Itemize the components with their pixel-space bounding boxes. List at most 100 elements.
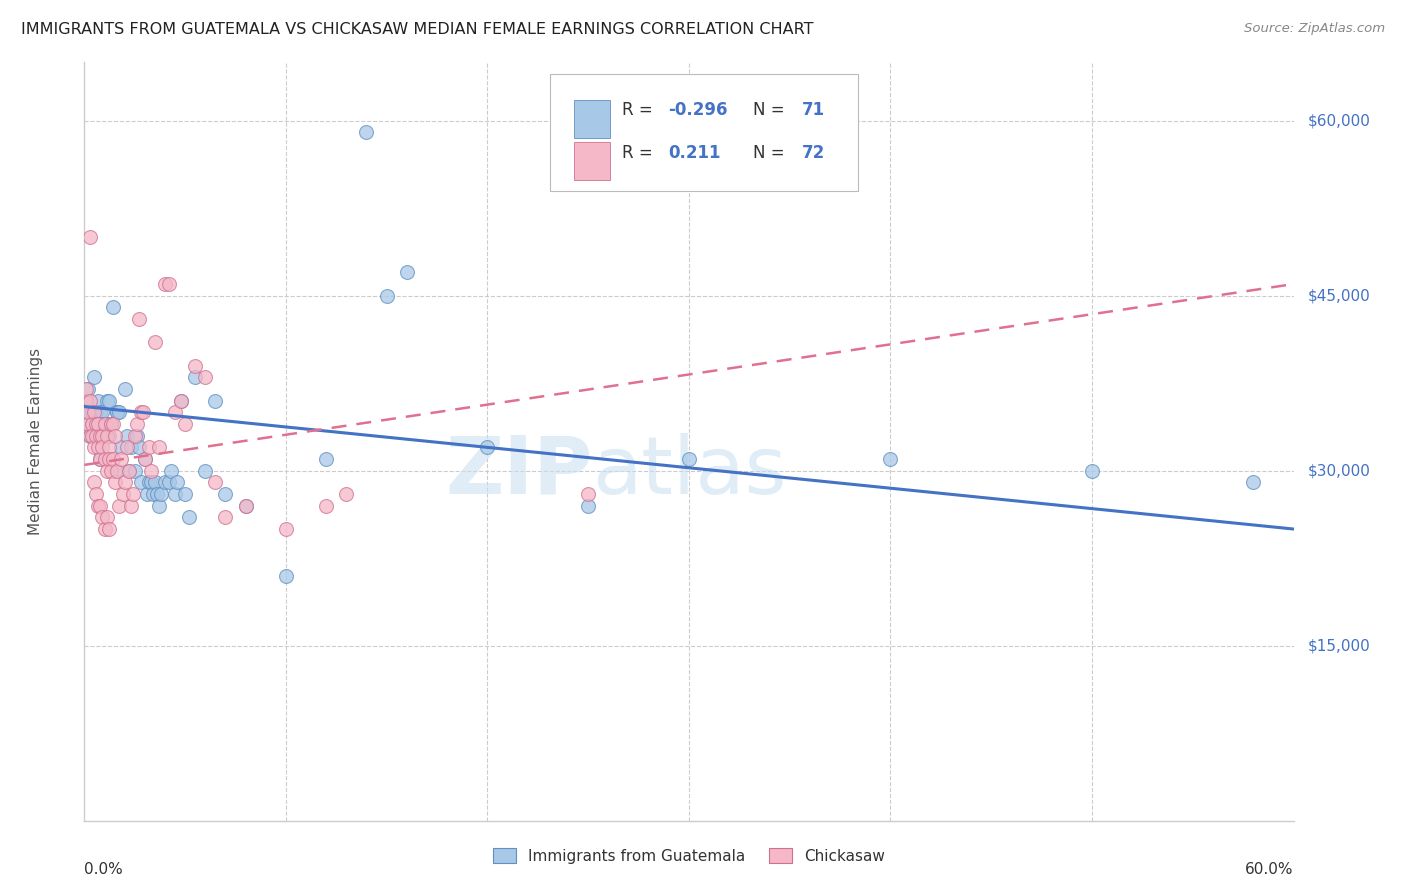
Point [142, 487, 165, 501]
Point [83, 405, 105, 419]
Point [79, 428, 101, 442]
Point [170, 393, 193, 408]
Point [576, 487, 599, 501]
Point [135, 487, 157, 501]
Text: Median Female Earnings: Median Female Earnings [28, 348, 44, 535]
Point [118, 464, 141, 478]
Point [83, 475, 105, 490]
Point [87, 428, 110, 442]
Text: N =: N = [754, 145, 790, 162]
Point [143, 335, 166, 350]
Point [110, 452, 132, 467]
Point [157, 475, 180, 490]
Point [184, 370, 207, 384]
Point [879, 452, 901, 467]
Point [82, 417, 104, 431]
Point [174, 417, 197, 431]
Point [75, 382, 97, 396]
Text: $60,000: $60,000 [1308, 113, 1371, 128]
Point [91, 417, 114, 431]
Point [129, 405, 152, 419]
Point [83, 441, 105, 455]
Point [124, 464, 146, 478]
Point [96, 428, 118, 442]
Point [134, 452, 156, 467]
Point [174, 487, 197, 501]
Point [97, 452, 120, 467]
Point [477, 441, 499, 455]
Point [89, 428, 111, 442]
Point [1241, 475, 1264, 490]
Point [82, 428, 104, 442]
Point [82, 405, 104, 419]
Point [86, 428, 108, 442]
Point [93, 452, 115, 467]
Point [214, 510, 236, 524]
Text: 71: 71 [801, 101, 824, 120]
Text: 72: 72 [801, 145, 825, 162]
Point [107, 499, 129, 513]
Point [97, 393, 120, 408]
Point [75, 393, 97, 408]
Point [96, 417, 118, 431]
Point [86, 405, 108, 419]
Point [143, 475, 166, 490]
Point [86, 487, 108, 501]
Point [114, 382, 136, 396]
Point [110, 441, 132, 455]
Point [105, 405, 128, 419]
Point [194, 370, 217, 384]
Point [184, 359, 207, 373]
Point [87, 499, 110, 513]
Point [157, 277, 180, 291]
Point [138, 441, 160, 455]
Point [107, 405, 129, 419]
Point [91, 405, 114, 419]
Point [89, 452, 111, 467]
Point [115, 441, 138, 455]
Point [153, 475, 176, 490]
Point [87, 417, 110, 431]
Point [1081, 464, 1104, 478]
Point [121, 487, 143, 501]
Point [101, 301, 124, 315]
Point [148, 499, 170, 513]
Text: 60.0%: 60.0% [1246, 863, 1294, 878]
Point [120, 499, 142, 513]
Point [125, 428, 148, 442]
Point [96, 510, 118, 524]
Point [194, 464, 217, 478]
Point [115, 428, 138, 442]
Point [124, 428, 146, 442]
Point [315, 499, 337, 513]
FancyBboxPatch shape [550, 74, 858, 191]
Point [79, 230, 101, 244]
Point [128, 441, 150, 455]
Point [165, 487, 187, 501]
Point [105, 405, 128, 419]
Point [91, 428, 114, 442]
Point [87, 441, 110, 455]
Point [91, 441, 114, 455]
Point [139, 475, 162, 490]
Text: IMMIGRANTS FROM GUATEMALA VS CHICKASAW MEDIAN FEMALE EARNINGS CORRELATION CHART: IMMIGRANTS FROM GUATEMALA VS CHICKASAW M… [21, 22, 814, 37]
Text: 0.0%: 0.0% [84, 863, 124, 878]
Point [83, 428, 105, 442]
Point [125, 417, 148, 431]
Point [214, 487, 236, 501]
Point [77, 417, 100, 431]
Point [114, 475, 136, 490]
Point [204, 475, 226, 490]
Point [105, 464, 128, 478]
Point [170, 393, 193, 408]
Text: -0.296: -0.296 [668, 101, 728, 120]
Point [96, 393, 118, 408]
Point [100, 464, 122, 478]
Point [375, 289, 398, 303]
Point [93, 417, 115, 431]
Point [148, 441, 170, 455]
Legend: Immigrants from Guatemala, Chickasaw: Immigrants from Guatemala, Chickasaw [486, 842, 891, 870]
Point [93, 428, 115, 442]
Point [79, 393, 101, 408]
Point [86, 417, 108, 431]
